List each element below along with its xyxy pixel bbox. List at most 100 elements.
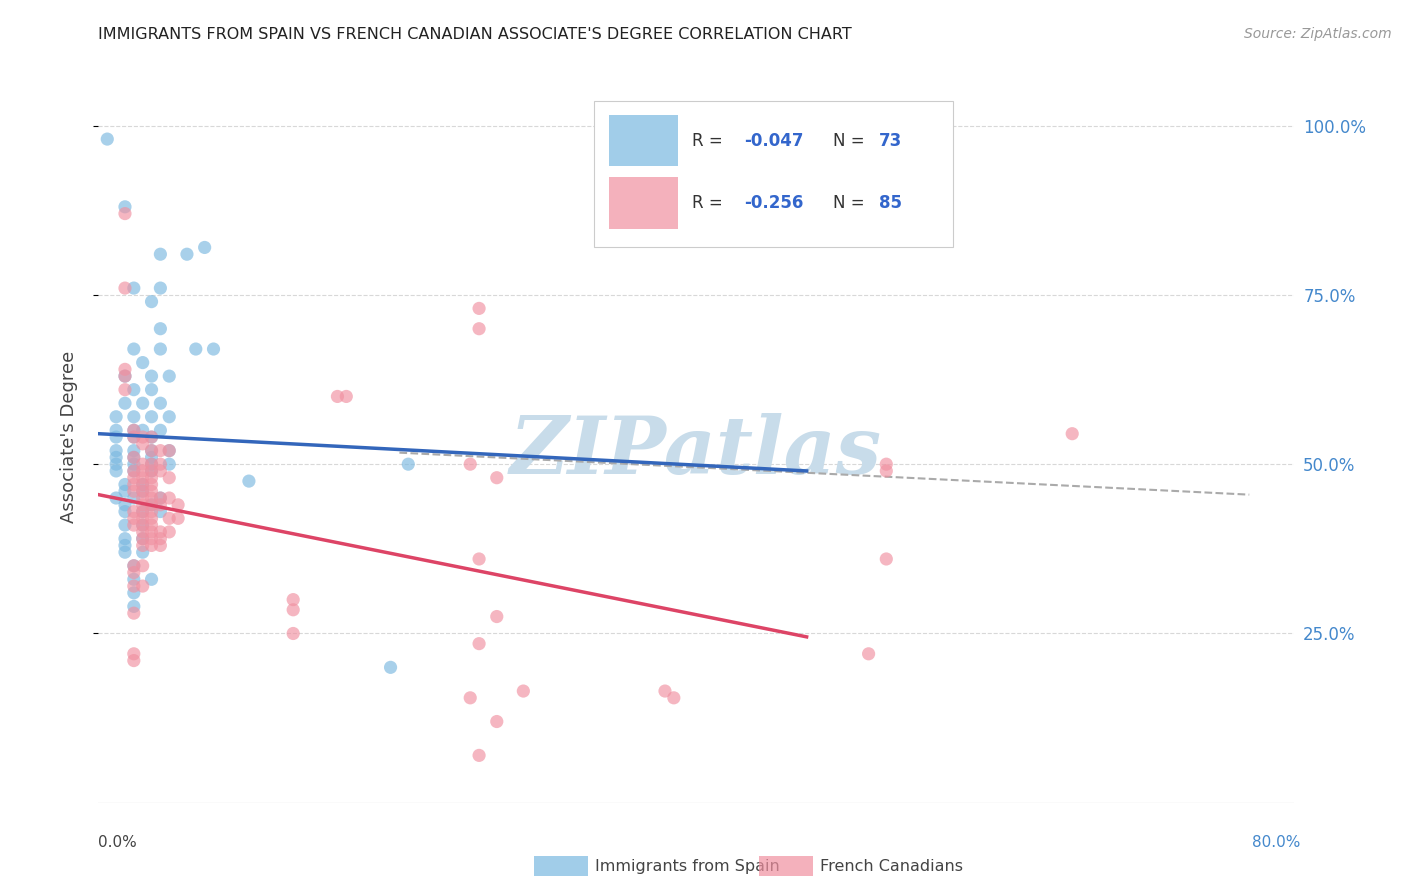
Point [141, 505, 163, 519]
Point [485, 714, 508, 729]
Text: Immigrants from Spain: Immigrants from Spain [595, 859, 779, 873]
Point [122, 383, 145, 397]
Point [141, 464, 163, 478]
Point [485, 609, 508, 624]
Point [141, 484, 163, 499]
Point [141, 572, 163, 586]
Point [141, 369, 163, 384]
Point [122, 505, 145, 519]
Point [131, 484, 153, 499]
Point [141, 518, 163, 533]
Point [122, 443, 145, 458]
Point [141, 498, 163, 512]
Point [131, 430, 153, 444]
Point [875, 552, 897, 566]
Point [131, 579, 153, 593]
Point [114, 538, 136, 552]
Point [468, 301, 491, 316]
Point [114, 206, 136, 220]
Point [512, 684, 534, 698]
Point [131, 532, 153, 546]
Point [141, 294, 163, 309]
Point [176, 247, 198, 261]
Point [122, 450, 145, 465]
Point [122, 491, 145, 505]
Point [122, 477, 145, 491]
Point [114, 505, 136, 519]
Point [141, 477, 163, 491]
Point [141, 498, 163, 512]
Point [283, 626, 305, 640]
Point [105, 491, 128, 505]
Point [468, 322, 491, 336]
Point [122, 579, 145, 593]
Point [141, 491, 163, 505]
Point [131, 437, 153, 451]
Point [114, 532, 136, 546]
Bar [609, 115, 678, 167]
Point [149, 247, 172, 261]
Text: -0.256: -0.256 [744, 194, 803, 212]
Point [335, 389, 357, 403]
Point [122, 450, 145, 465]
Point [141, 383, 163, 397]
Point [157, 511, 180, 525]
Point [458, 457, 481, 471]
Point [184, 342, 207, 356]
Point [131, 545, 153, 559]
Point [141, 430, 163, 444]
Point [468, 748, 491, 763]
Point [122, 423, 145, 437]
Point [122, 409, 145, 424]
Point [122, 586, 145, 600]
Point [149, 498, 172, 512]
Point [122, 566, 145, 580]
Point [149, 532, 172, 546]
Point [114, 362, 136, 376]
Text: 80.0%: 80.0% [1253, 836, 1301, 850]
Point [114, 383, 136, 397]
Point [194, 240, 217, 254]
Point [202, 342, 225, 356]
Point [114, 281, 136, 295]
Point [122, 423, 145, 437]
Point [141, 464, 163, 478]
Point [149, 342, 172, 356]
Point [149, 505, 172, 519]
Point [122, 572, 145, 586]
Point [141, 457, 163, 471]
Point [96, 132, 118, 146]
Point [485, 471, 508, 485]
Point [157, 471, 180, 485]
Point [114, 369, 136, 384]
Point [141, 457, 163, 471]
Point [114, 498, 136, 512]
Point [141, 443, 163, 458]
Point [114, 200, 136, 214]
Point [105, 430, 128, 444]
Text: ZIPatlas: ZIPatlas [510, 413, 882, 491]
Point [131, 477, 153, 491]
Point [141, 409, 163, 424]
Point [122, 464, 145, 478]
Point [149, 464, 172, 478]
FancyBboxPatch shape [595, 101, 953, 247]
Point [141, 471, 163, 485]
Point [662, 690, 685, 705]
Point [149, 457, 172, 471]
Point [131, 477, 153, 491]
Point [122, 511, 145, 525]
Point [122, 647, 145, 661]
Point [157, 457, 180, 471]
Point [105, 423, 128, 437]
Point [149, 538, 172, 552]
Point [157, 491, 180, 505]
Point [468, 637, 491, 651]
Point [131, 464, 153, 478]
Point [122, 281, 145, 295]
Point [114, 396, 136, 410]
Point [141, 524, 163, 539]
Point [131, 498, 153, 512]
Point [157, 443, 180, 458]
Point [157, 524, 180, 539]
